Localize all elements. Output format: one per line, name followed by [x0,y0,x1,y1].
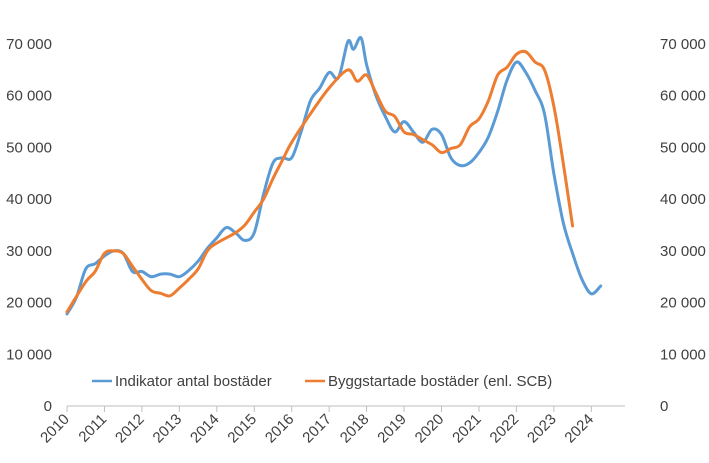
y-right-tick-label: 60 000 [660,88,706,105]
x-tick-label: 2024 [562,411,598,447]
x-tick-label: 2023 [524,411,560,447]
x-tick-label: 2017 [299,411,335,447]
y-left-tick-label: 50 000 [6,139,52,156]
x-tick-label: 2012 [112,411,148,447]
y-left-tick-label: 0 [44,398,52,415]
series-lines [65,36,603,316]
legend-label-byggstartade: Byggstartade bostäder (enl. SCB) [328,373,552,390]
y-left-tick-label: 20 000 [6,295,52,312]
y-axis-right: 0 10 000 20 000 30 000 40 000 50 000 60 000 70 … [660,36,706,415]
x-tick-label: 2010 [37,411,73,447]
x-tick-label: 2013 [150,411,186,447]
legend-label-indikator: Indikator antal bostäder [115,373,272,390]
y-left-tick-label: 60 000 [6,88,52,105]
legend: Indikator antal bostäder Byggstartade bo… [92,373,552,390]
y-axis-left: 0 10 000 20 000 30 000 40 000 50 000 60 000 70 … [6,36,52,415]
x-tick-label: 2021 [449,411,485,447]
y-right-tick-label: 20 000 [660,295,706,312]
x-axis-ticks [66,406,592,412]
x-tick-label: 2020 [412,411,448,447]
series-line-byggstartade [65,49,575,314]
x-tick-label: 2019 [374,411,410,447]
y-left-tick-label: 40 000 [6,191,52,208]
y-right-tick-label: 70 000 [660,36,706,53]
y-right-tick-label: 0 [660,398,668,415]
x-tick-label: 2018 [337,411,373,447]
x-tick-label: 2015 [224,411,260,447]
x-tick-label: 2011 [75,411,110,446]
y-right-tick-label: 40 000 [660,191,706,208]
y-left-tick-label: 30 000 [6,243,52,260]
x-tick-label: 2022 [487,411,523,447]
y-right-tick-label: 50 000 [660,139,706,156]
y-left-tick-label: 10 000 [6,346,52,363]
y-right-tick-label: 30 000 [660,243,706,260]
y-left-tick-label: 70 000 [6,36,52,53]
series-line-indikator [65,36,603,316]
y-right-tick-label: 10 000 [660,346,706,363]
x-tick-label: 2014 [187,411,223,447]
x-axis-labels: 2010 2011 2012 2013 2014 2015 2016 2017 2018 2019… [37,411,597,447]
x-tick-label: 2016 [262,411,298,447]
